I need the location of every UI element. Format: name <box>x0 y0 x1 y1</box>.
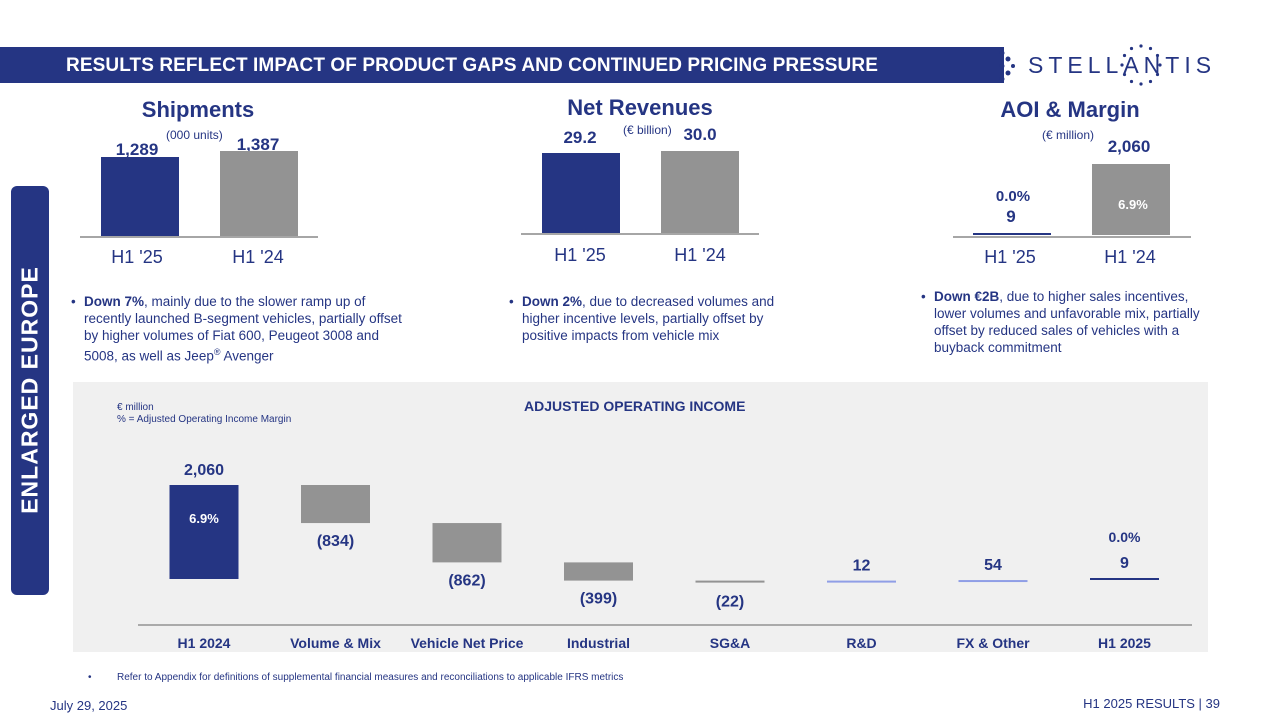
aoi-axis <box>953 236 1191 238</box>
bullet-dot: • <box>921 289 926 304</box>
aoi-title: AOI & Margin <box>1000 97 1140 122</box>
revenues-title: Net Revenues <box>567 95 713 120</box>
shipments-cat-h124: H1 '24 <box>232 247 284 267</box>
revenues-bar-h125 <box>542 153 620 233</box>
revenues-cat-h124: H1 '24 <box>674 245 726 265</box>
aoi-cat-h125: H1 '25 <box>984 247 1036 267</box>
stellantis-logo: STELLANTIS <box>1028 52 1217 78</box>
bullet-dot: • <box>509 294 514 309</box>
revenues-axis <box>521 233 759 235</box>
logo-dots-icon <box>999 50 1015 82</box>
footer-note: Refer to Appendix for definitions of sup… <box>117 672 624 683</box>
logo-sun-icon <box>1120 44 1162 86</box>
aoi-margin-h124: 6.9% <box>1118 197 1148 212</box>
footer-bullet: • <box>88 672 92 683</box>
revenues-bullet-text: , due to decreased volumes and higher in… <box>522 294 775 343</box>
waterfall-panel <box>73 382 1208 652</box>
waterfall-title: ADJUSTED OPERATING INCOME <box>524 398 746 414</box>
aoi-value-h125: 9 <box>1006 207 1016 226</box>
revenues-value-h125: 29.2 <box>563 128 597 147</box>
shipments-bullet-sup: ® <box>213 347 221 357</box>
shipments-bullet-tail: Avenger <box>220 348 274 364</box>
aoi-bullet-bold: Down €2B <box>934 289 1000 304</box>
page-title: RESULTS REFLECT IMPACT OF PRODUCT GAPS A… <box>66 55 878 76</box>
shipments-bar-h125 <box>101 156 179 236</box>
aoi-bullet: • Down €2B, due to higher sales incentive… <box>921 288 1224 356</box>
shipments-bar-h124 <box>220 150 298 236</box>
shipments-title: Shipments <box>141 97 255 122</box>
revenues-cat-h125: H1 '25 <box>554 245 606 265</box>
revenues-bullet: • Down 2%, due to decreased volumes and h… <box>509 293 812 344</box>
section-label: ENLARGED EUROPE <box>16 266 43 514</box>
waterfall-notes: € million % = Adjusted Operating Income … <box>117 402 291 426</box>
footer-date: July 29, 2025 <box>50 698 128 713</box>
aoi-bar-h125 <box>973 233 1051 235</box>
aoi-bar-h124 <box>1092 164 1170 235</box>
shipments-value-h124: 1,387 <box>236 135 280 154</box>
revenues-value-h124: 30.0 <box>683 125 717 144</box>
shipments-bullet-bold: Down 7% <box>84 294 145 309</box>
bullet-dot: • <box>71 294 76 309</box>
shipments-cat-h125: H1 '25 <box>111 247 163 267</box>
shipments-bullet: • Down 7%, mainly due to the slower ramp … <box>71 293 404 365</box>
aoi-bullet-text: , due to higher sales incentives, lower … <box>934 289 1200 355</box>
revenues-unit: (€ billion) <box>623 123 672 137</box>
shipments-axis <box>80 236 318 238</box>
revenues-bullet-bold: Down 2% <box>522 294 583 309</box>
shipments-value-h125: 1,289 <box>115 140 159 159</box>
footer-page: H1 2025 RESULTS | 39 <box>1083 696 1220 711</box>
title-banner: RESULTS REFLECT IMPACT OF PRODUCT GAPS A… <box>0 47 1004 83</box>
aoi-unit: (€ million) <box>1042 128 1095 142</box>
section-sidebar <box>11 186 49 595</box>
waterfall-note-unit: € million <box>117 402 154 413</box>
shipments-bullet-text: , mainly due to the slower ramp up of re… <box>84 294 402 364</box>
waterfall-note-margin: % = Adjusted Operating Income Margin <box>117 414 292 425</box>
shipments-unit: (000 units) <box>166 128 223 142</box>
aoi-margin-h125: 0.0% <box>995 188 1031 205</box>
aoi-value-h124: 2,060 <box>1107 137 1151 156</box>
aoi-cat-h124: H1 '24 <box>1104 247 1156 267</box>
revenues-bar-h124 <box>661 151 739 233</box>
